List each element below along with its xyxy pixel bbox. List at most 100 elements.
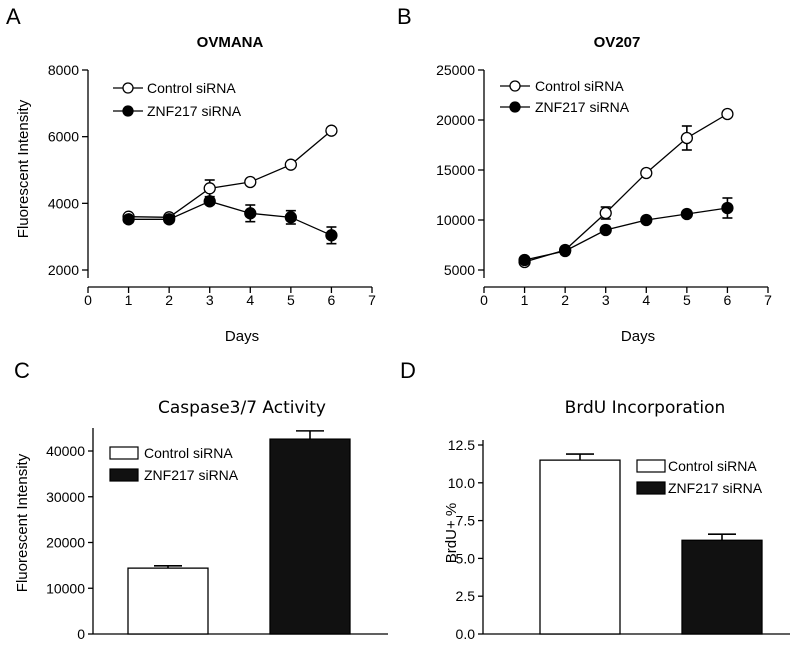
legend-d-control-label: Control siRNA xyxy=(668,458,757,474)
chart-b-x-tick-label: 7 xyxy=(764,292,772,308)
legend-b-control-marker xyxy=(509,80,521,92)
legend-a-znf-label: ZNF217 siRNA xyxy=(147,103,242,119)
chart-b-x-tick-label: 1 xyxy=(521,292,529,308)
chart-a-x-tick-label: 4 xyxy=(246,292,254,308)
chart-b-series-0-point xyxy=(721,107,734,121)
chart-b-x-tick-label: 0 xyxy=(480,292,488,308)
chart-b-series-1-point xyxy=(640,213,653,227)
panel-c: C Caspase3/7 Activity Fluorescent Intens… xyxy=(14,358,388,642)
chart-b-series-1-point xyxy=(599,223,612,237)
chart-d-y-tick-label: 7.5 xyxy=(456,513,476,529)
chart-b-series-1-point xyxy=(680,207,694,221)
chart-d-ylabel: BrdU+ % xyxy=(443,503,460,563)
panel-letter-d: D xyxy=(400,358,416,383)
chart-a-series-0-point xyxy=(325,124,338,137)
chart-b-series-1-point xyxy=(721,201,734,215)
chart-a-series-0-point xyxy=(203,182,216,195)
chart-d-bar-0 xyxy=(539,459,621,635)
chart-d-bar-1 xyxy=(681,539,763,635)
chart-d-title: BrdU Incorporation xyxy=(565,398,726,418)
chart-a-series-0-point xyxy=(284,158,298,171)
chart-c-y-tick-label: 20000 xyxy=(46,535,85,551)
chart-a-series-1-line xyxy=(128,200,332,236)
legend-d-znf-label: ZNF217 siRNA xyxy=(668,480,763,496)
panel-a: A OVMANA Fluorescent Intensity Days 2000… xyxy=(6,4,376,345)
chart-a-x-tick-label: 0 xyxy=(84,292,92,308)
chart-b-x-tick-label: 2 xyxy=(561,292,569,308)
chart-b-x-tick-label: 6 xyxy=(724,292,732,308)
chart-c-y-tick-label: 0 xyxy=(77,626,85,642)
legend-c-znf-swatch xyxy=(109,468,139,482)
chart-a-series-1-point xyxy=(122,213,135,226)
legend-a-control-label: Control siRNA xyxy=(147,80,236,96)
chart-b-x-tick-label: 5 xyxy=(683,292,691,308)
chart-c-ylabel: Fluorescent Intensity xyxy=(14,453,31,592)
chart-a-series-1-point xyxy=(244,207,257,220)
chart-c-bar-1 xyxy=(269,438,351,635)
legend-d-control-swatch xyxy=(636,459,666,473)
chart-a-series-0-point xyxy=(244,175,257,189)
panel-letter-a: A xyxy=(6,4,21,29)
chart-c-plot: 0 10000 20000 30000 40000 xyxy=(46,428,388,642)
chart-b-series-0-point xyxy=(680,131,694,145)
chart-a-x-tick-label: 1 xyxy=(125,292,133,308)
legend-a-control-marker xyxy=(122,82,134,94)
chart-a-x-tick-label: 7 xyxy=(368,292,376,308)
chart-b-series-0-line xyxy=(524,113,728,263)
chart-b-y-tick-label: 10000 xyxy=(436,212,475,228)
chart-b-xlabel: Days xyxy=(621,328,655,345)
chart-a-x-tick-label: 5 xyxy=(287,292,295,308)
legend-b-znf-marker xyxy=(509,101,521,113)
panel-d: D BrdU Incorporation BrdU+ % 0.0 2.5 5.0 7.… xyxy=(400,358,790,642)
chart-a-legend: Control siRNA ZNF217 siRNA xyxy=(113,80,242,119)
panel-letter-b: B xyxy=(397,4,412,29)
chart-a-series-1-point xyxy=(284,211,298,224)
chart-a-x-tick-label: 3 xyxy=(206,292,214,308)
chart-c-title: Caspase3/7 Activity xyxy=(158,398,326,418)
chart-b-legend: Control siRNA ZNF217 siRNA xyxy=(500,78,630,115)
chart-d-y-tick-label: 12.5 xyxy=(448,437,475,453)
chart-a-y-tick-label: 2000 xyxy=(48,262,79,278)
chart-d-legend: Control siRNA ZNF217 siRNA xyxy=(636,458,763,496)
chart-a-x-tick-label: 2 xyxy=(165,292,173,308)
chart-b-y-tick-label: 5000 xyxy=(444,262,475,278)
chart-b-x-tick-label: 4 xyxy=(642,292,650,308)
chart-b-series-0-point xyxy=(640,166,653,180)
chart-a-xlabel: Days xyxy=(225,328,259,345)
chart-d-plot: 0.0 2.5 5.0 7.5 10.0 12.5 xyxy=(448,437,790,642)
chart-a-series-0-line xyxy=(128,130,332,218)
chart-b-title: OV207 xyxy=(594,34,641,51)
chart-a-series-1-point xyxy=(203,195,216,208)
chart-b-series-1-point xyxy=(558,244,572,258)
legend-b-control-label: Control siRNA xyxy=(535,78,624,94)
chart-b-series-1-point xyxy=(518,253,531,267)
chart-b-y-tick-label: 20000 xyxy=(436,112,475,128)
chart-b-series-1-line xyxy=(524,207,728,261)
chart-d-y-tick-label: 0.0 xyxy=(456,626,476,642)
chart-b-x-tick-label: 3 xyxy=(602,292,610,308)
chart-b-plot: 5000 10000 15000 20000 25000 0 1 2 3 4 5 6 7 xyxy=(436,62,772,308)
chart-d-y-tick-label: 2.5 xyxy=(456,588,476,604)
panel-letter-c: C xyxy=(14,358,30,383)
chart-b-series-0-point xyxy=(599,206,612,220)
chart-a-ylabel: Fluorescent Intensity xyxy=(15,99,32,238)
chart-a-series-1-point xyxy=(325,229,338,242)
chart-a-x-tick-label: 6 xyxy=(328,292,336,308)
legend-c-control-label: Control siRNA xyxy=(144,445,233,461)
chart-c-bar-0 xyxy=(127,567,209,635)
chart-b-y-tick-label: 25000 xyxy=(436,62,475,78)
chart-c-legend: Control siRNA ZNF217 siRNA xyxy=(109,445,239,483)
chart-a-y-tick-label: 6000 xyxy=(48,129,79,145)
panel-b: B OV207 Days 5000 10000 15000 20000 25000 0 1 2… xyxy=(397,4,772,345)
chart-d-y-tick-label: 10.0 xyxy=(448,475,475,491)
legend-c-znf-label: ZNF217 siRNA xyxy=(144,467,239,483)
chart-a-y-tick-label: 4000 xyxy=(48,195,79,211)
legend-d-znf-swatch xyxy=(636,481,666,495)
chart-c-y-tick-label: 40000 xyxy=(46,443,85,459)
chart-c-y-tick-label: 10000 xyxy=(46,580,85,596)
chart-c-y-tick-label: 30000 xyxy=(46,489,85,505)
legend-a-znf-marker xyxy=(122,105,134,117)
chart-a-plot: 2000 4000 6000 8000 0 1 2 3 4 5 6 7 xyxy=(48,62,376,308)
chart-a-y-tick-label: 8000 xyxy=(48,62,79,78)
